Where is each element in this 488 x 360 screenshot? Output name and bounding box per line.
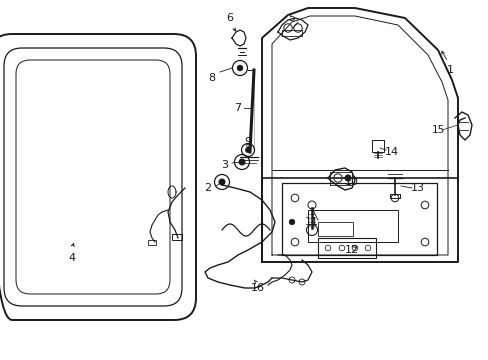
Circle shape — [239, 159, 244, 165]
Text: 12: 12 — [344, 245, 358, 255]
Circle shape — [344, 175, 350, 181]
Bar — [307, 210, 397, 242]
Bar — [317, 222, 352, 236]
Text: 5: 5 — [288, 13, 295, 23]
Text: 9: 9 — [244, 137, 251, 147]
Text: 10: 10 — [345, 177, 358, 187]
Text: 6: 6 — [226, 13, 233, 23]
Text: 15: 15 — [430, 125, 444, 135]
Text: 7: 7 — [234, 103, 241, 113]
Bar — [148, 240, 156, 245]
Text: 2: 2 — [204, 183, 211, 193]
Text: 1: 1 — [446, 65, 452, 75]
Text: 16: 16 — [250, 283, 264, 293]
Text: 4: 4 — [68, 253, 76, 263]
Bar — [282, 183, 436, 255]
Text: 14: 14 — [384, 147, 398, 157]
Text: 3: 3 — [221, 160, 228, 170]
Circle shape — [219, 179, 224, 185]
Circle shape — [237, 66, 242, 71]
Text: 11: 11 — [305, 217, 318, 227]
Bar — [172, 234, 182, 240]
Circle shape — [288, 219, 294, 225]
Circle shape — [245, 148, 250, 152]
Text: 13: 13 — [410, 183, 424, 193]
Text: 8: 8 — [208, 73, 215, 83]
